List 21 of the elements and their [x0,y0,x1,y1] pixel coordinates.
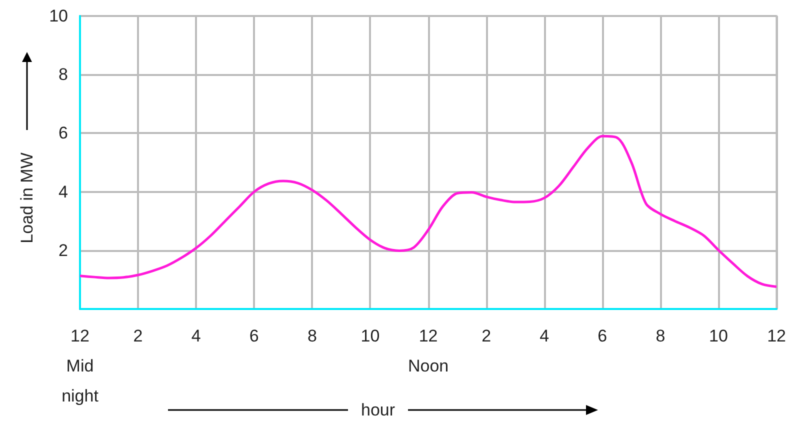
y-tick-label: 2 [58,240,68,260]
x-tick-label: 6 [249,326,259,346]
x-tick-label: 2 [133,326,143,346]
y-axis-title: Load in MW [18,152,36,244]
x-tick-label: 8 [656,326,666,346]
y-tick-label: 10 [49,6,68,26]
x-tick-label: 12 Noon [408,326,449,376]
x-tick-label: 4 [191,326,201,346]
x-tick-label: 2 [482,326,492,346]
x-tick-label: 10 [360,326,380,346]
line-series [78,134,778,288]
x-tick-label: 6 [598,326,608,346]
x-tick-label: 8 [307,326,317,346]
x-tick-label: 10 [709,326,728,346]
y-tick-label: 8 [58,65,68,84]
x-tick-label: 4 [540,326,550,346]
y-tick-label: 6 [58,124,68,143]
y-tick-label: 4 [58,182,68,202]
x-tick-label: 12 [767,326,786,346]
x-tick-label: 12 Mid night [62,326,99,406]
x-axis-title: hour [360,400,396,420]
